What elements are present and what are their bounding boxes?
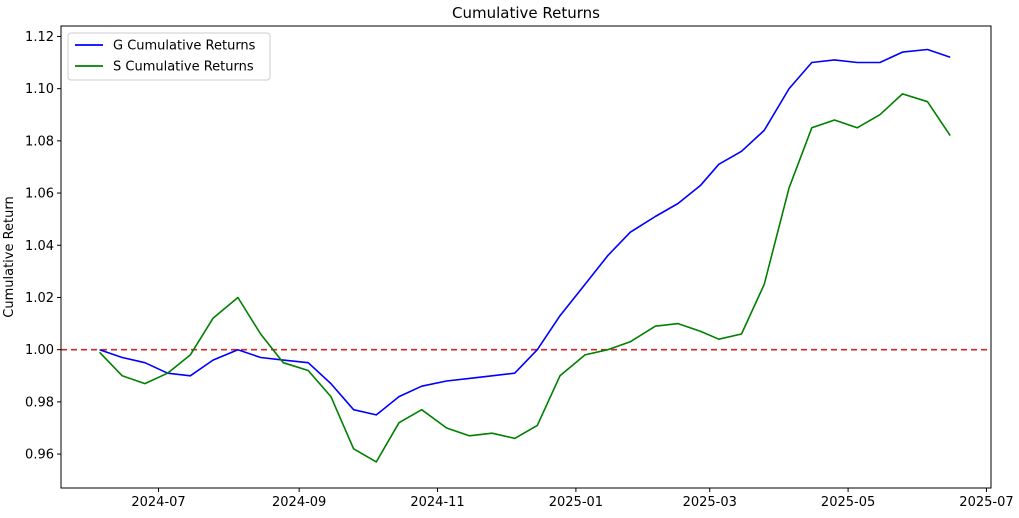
y-tick-label: 1.12 — [25, 30, 54, 45]
y-tick-label: 1.08 — [25, 134, 54, 149]
y-tick-label: 0.98 — [25, 395, 54, 410]
legend-label-0: G Cumulative Returns — [113, 39, 256, 54]
x-tick-label: 2025-07 — [959, 495, 1013, 510]
y-tick-label: 0.96 — [25, 448, 54, 463]
legend-box — [67, 32, 271, 81]
x-tick-label: 2025-01 — [549, 495, 603, 510]
y-tick-label: 1.10 — [25, 82, 54, 97]
plot-area: 2024-07 2024-09 2024-11 2025-01 2025-03 2025-… — [25, 25, 1014, 510]
x-tick-label: 2024-09 — [272, 495, 326, 510]
y-tick-label: 1.06 — [25, 187, 54, 202]
chart-title: Cumulative Returns — [452, 4, 600, 22]
y-tick-label: 1.00 — [25, 343, 54, 358]
y-tick-label: 1.04 — [25, 239, 54, 254]
y-tick-label: 1.02 — [25, 291, 54, 306]
x-tick-label: 2024-11 — [410, 495, 464, 510]
x-tick-label: 2025-03 — [683, 495, 737, 510]
y-axis-title: Cumulative Return — [2, 196, 17, 317]
legend-label-1: S Cumulative Returns — [113, 60, 254, 75]
plot-frame — [60, 25, 992, 489]
x-tick-label: 2024-07 — [131, 495, 185, 510]
x-tick-label: 2025-05 — [821, 495, 875, 510]
series-line-1 — [99, 93, 951, 463]
series-line-0 — [99, 48, 951, 416]
